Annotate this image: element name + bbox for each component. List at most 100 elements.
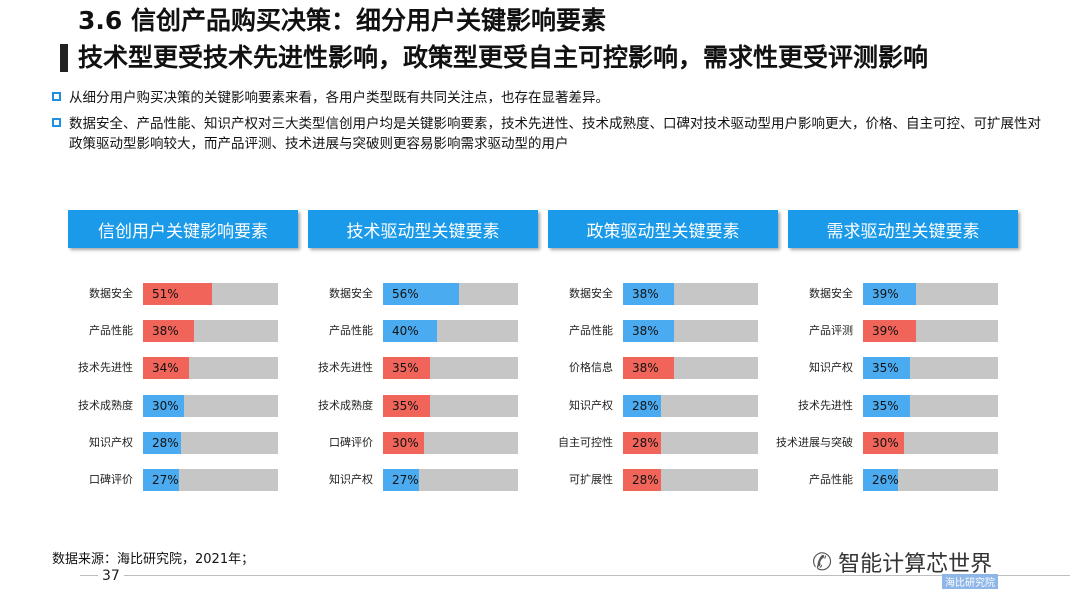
- value-label: 35%: [872, 361, 899, 376]
- bar-track: 30%: [143, 394, 278, 417]
- bar-row: 技术成熟度 35%: [308, 394, 518, 417]
- category-label: 知识产权: [569, 398, 613, 412]
- value-label: 30%: [392, 435, 419, 450]
- bar-track: 35%: [383, 394, 518, 417]
- bar-track: 28%: [623, 431, 758, 454]
- bar-track: 38%: [623, 320, 758, 343]
- bar: [143, 283, 212, 305]
- bar: [863, 431, 904, 454]
- value-label: 39%: [872, 287, 899, 301]
- bar: [623, 431, 661, 454]
- bar-row: 口碑评价 30%: [308, 431, 518, 454]
- value-label: 38%: [152, 324, 179, 339]
- bar-track: 39%: [863, 320, 998, 343]
- bar: [623, 283, 675, 305]
- bar: [383, 394, 431, 417]
- value-label: 35%: [392, 361, 419, 376]
- bar-row: 技术成熟度 30%: [68, 394, 278, 417]
- category-label: 价格信息: [569, 361, 613, 375]
- chart-title: 信创用户关键影响要素: [68, 210, 298, 248]
- bar-row: 产品性能 38%: [68, 320, 278, 343]
- bar-track: 28%: [623, 394, 758, 417]
- footer-divider: [80, 575, 1070, 576]
- bar: [383, 431, 424, 454]
- square-bullet-icon: [52, 118, 61, 127]
- bar-track: 27%: [383, 469, 518, 491]
- watermark-logo: 海比研究院: [942, 574, 998, 589]
- bar-row: 价格信息 38%: [548, 357, 758, 380]
- bar-track: 35%: [863, 357, 998, 380]
- bullet-text: 数据安全、产品性能、知识产权对三大类型信创用户均是关键影响要素，技术先进性、技术…: [69, 116, 1041, 152]
- chart-panel: 需求驱动型关键要素 数据安全 39% 产品评测 39% 知识产权 35% 技术先进性 35% 技术…: [776, 210, 1018, 491]
- bar: [863, 469, 899, 491]
- bar: [623, 357, 675, 380]
- bar-row: 产品性能 40%: [308, 320, 518, 343]
- category-label: 产品性能: [89, 324, 133, 338]
- value-label: 28%: [152, 435, 179, 450]
- bar: [383, 357, 431, 380]
- chart-title: 需求驱动型关键要素: [788, 210, 1018, 248]
- category-label: 口碑评价: [329, 435, 373, 449]
- bar-track: 40%: [383, 320, 518, 343]
- title-accent-bar: [60, 44, 68, 72]
- chart-title: 政策驱动型关键要素: [548, 210, 778, 248]
- value-label: 27%: [152, 473, 179, 487]
- bar: [383, 283, 459, 305]
- category-label: 技术进展与突破: [776, 435, 853, 449]
- bar: [143, 469, 180, 491]
- bar-row: 知识产权 28%: [548, 394, 758, 417]
- category-label: 知识产权: [809, 361, 853, 375]
- value-label: 27%: [392, 473, 419, 487]
- bar-track: 34%: [143, 357, 278, 380]
- bar-track: 26%: [863, 469, 998, 491]
- category-label: 数据安全: [329, 287, 373, 300]
- bar-row: 可扩展性 28%: [548, 469, 758, 491]
- chart-panel: 信创用户关键影响要素数据安全 51% 产品性能 38% 技术先进性 34% 技术成熟度 30%…: [68, 210, 298, 491]
- value-label: 35%: [392, 398, 419, 413]
- chart-title: 技术驱动型关键要素: [308, 210, 538, 248]
- category-label: 自主可控性: [558, 435, 613, 449]
- category-label: 数据安全: [809, 287, 853, 300]
- bar-track: 27%: [143, 469, 278, 491]
- category-label: 知识产权: [89, 435, 133, 449]
- bar-row: 数据安全 38%: [548, 283, 758, 305]
- bar-track: 38%: [623, 357, 758, 380]
- bar-row: 数据安全 51%: [68, 283, 278, 305]
- bar-row: 数据安全 39%: [788, 283, 998, 305]
- bar-row: 技术进展与突破 30%: [776, 431, 998, 454]
- bar: [383, 320, 437, 343]
- bar-row: 技术先进性 35%: [788, 394, 998, 417]
- bar: [623, 469, 661, 491]
- bar-track: 38%: [143, 320, 278, 343]
- wechat-icon: ✆: [812, 548, 833, 576]
- value-label: 30%: [872, 435, 899, 450]
- bar-track: 28%: [623, 469, 758, 491]
- brand-name: 智能计算芯世界: [838, 552, 993, 577]
- bar-row: 产品评测 39%: [788, 320, 998, 343]
- bullet-list: 从细分用户购买决策的关键影响要素来看，各用户类型既有共同关注点，也存在显著差异。…: [52, 88, 1042, 160]
- value-label: 30%: [152, 398, 179, 413]
- value-label: 38%: [632, 287, 659, 301]
- data-source: 数据来源：海比研究院，2021年；: [52, 552, 255, 567]
- bar-row: 产品性能 38%: [548, 320, 758, 343]
- bar-row: 技术先进性 34%: [68, 357, 278, 380]
- bar-track: 28%: [143, 431, 278, 454]
- page-subtitle: 技术型更受技术先进性影响，政策型更受自主可控影响，需求性更受评测影响: [78, 43, 929, 72]
- category-label: 产品性能: [329, 324, 373, 338]
- category-label: 技术先进性: [798, 398, 853, 412]
- bullet-item: 从细分用户购买决策的关键影响要素来看，各用户类型既有共同关注点，也存在显著差异。: [52, 88, 1042, 108]
- chart-panel: 政策驱动型关键要素数据安全 38% 产品性能 38% 价格信息 38% 知识产权 28% 自主可…: [548, 210, 778, 491]
- category-label: 技术先进性: [318, 361, 373, 375]
- bar-track: 35%: [863, 394, 998, 417]
- bar-row: 产品性能 26%: [788, 469, 998, 491]
- bar: [383, 469, 420, 491]
- bar-track: 30%: [863, 431, 998, 454]
- chart-panel: 技术驱动型关键要素 数据安全 56% 产品性能 40% 技术先进性 35% 技术成熟度 35% 口…: [308, 210, 538, 491]
- value-label: 38%: [632, 361, 659, 376]
- category-label: 技术先进性: [78, 361, 133, 375]
- category-label: 口碑评价: [89, 473, 133, 486]
- value-label: 35%: [872, 398, 899, 413]
- bar-track: 51%: [143, 283, 278, 305]
- value-label: 56%: [392, 287, 419, 301]
- category-label: 产品评测: [809, 324, 853, 338]
